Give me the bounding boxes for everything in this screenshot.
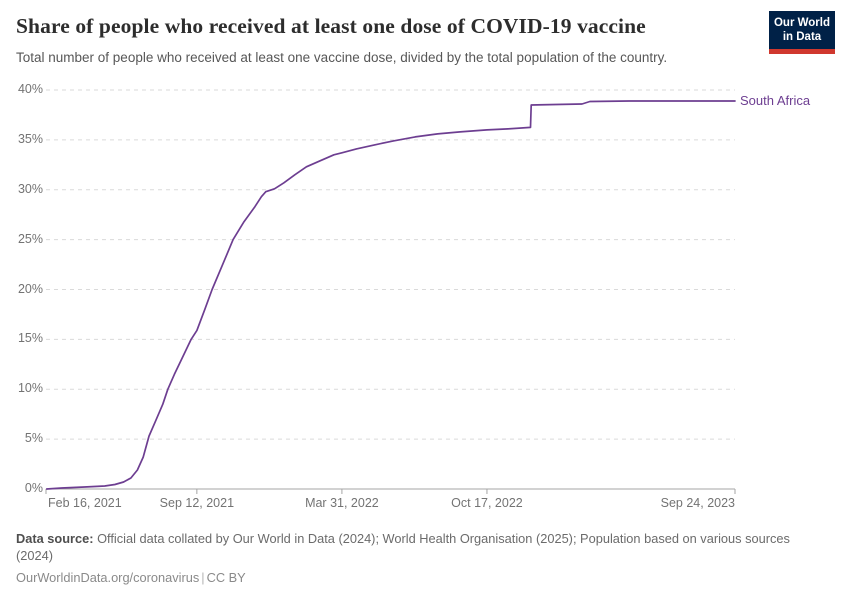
x-axis-tick-label: Mar 31, 2022 [305,496,379,510]
page-title: Share of people who received at least on… [16,14,646,38]
y-axis-tick-label: 10% [17,381,43,396]
page-subtitle: Total number of people who received at l… [16,50,668,65]
footer-license: CC BY [206,570,246,586]
owid-logo-line2: in Data [782,30,822,43]
x-axis-tick-label: Sep 12, 2021 [159,496,235,510]
series-label-south-africa: South Africa [740,92,811,108]
footer-separator: | [201,570,205,586]
series-line-south-africa [45,100,736,490]
y-axis-tick-label: 20% [17,281,43,296]
owid-logo-text: Our World in Data [769,11,835,49]
chart-footer: Data source: Official data collated by O… [16,531,808,587]
y-axis-tick-label: 15% [17,331,43,346]
y-axis-tick-label: 40% [17,82,43,96]
owid-logo: Our World in Data [769,11,835,54]
data-source-label: Data source: [16,531,94,546]
logo-red-bar [769,48,835,54]
y-axis-tick-label: 0% [24,481,43,495]
x-axis-tick-label: Feb 16, 2021 [48,496,122,510]
y-axis-tick-label: 35% [17,131,43,146]
owid-logo-line1: Our World [773,17,830,29]
data-source-line: Data source: Official data collated by O… [16,531,808,564]
footer-link[interactable]: OurWorldinData.org/coronavirus [16,570,200,586]
y-axis-tick-label: 5% [24,431,43,446]
x-axis-tick-label: Oct 17, 2022 [451,496,523,510]
y-axis-tick-label: 25% [17,231,43,246]
x-axis-tick-label: Sep 24, 2023 [660,496,735,510]
data-source-text: Official data collated by Our World in D… [16,531,790,563]
footer-byline: OurWorldinData.org/coronavirus | CC BY [16,570,808,587]
y-axis-tick-label: 30% [17,181,43,196]
